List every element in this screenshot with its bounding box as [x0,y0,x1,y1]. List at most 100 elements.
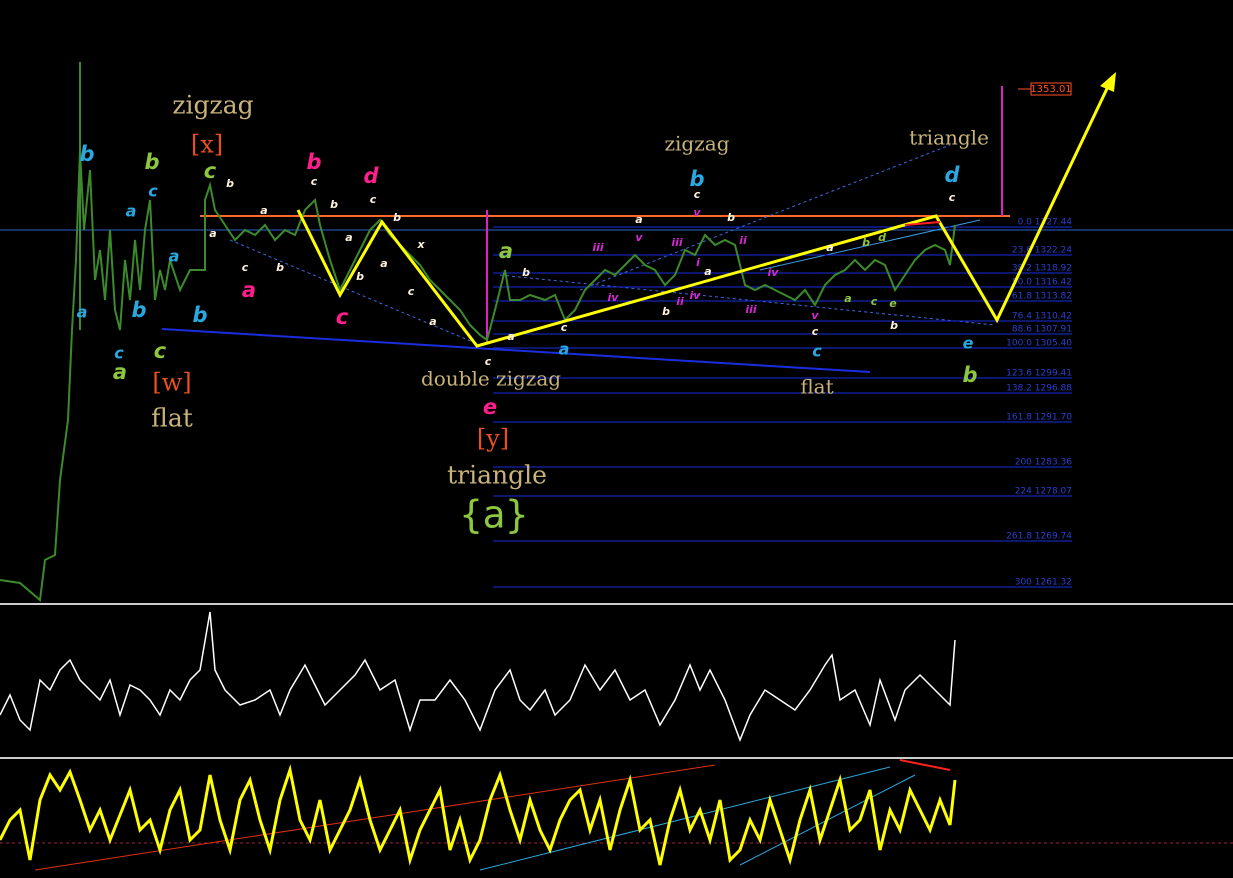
wave-label: b [79,142,94,166]
wave-label: v [811,309,819,322]
wave-label: a [429,315,436,328]
wave-label: v [635,231,643,244]
fib-label: 76.4 1310.42 [1012,312,1072,322]
wave-label: a [126,202,137,221]
wave-label: a [826,241,833,254]
wave-label: iii [671,236,683,249]
fib-label: 138.2 1296.88 [1006,384,1072,394]
wave-label: b [226,177,234,190]
wave-label: e [963,334,974,353]
wave-label: v [693,206,701,219]
price-series [0,149,956,602]
wave-label: a [380,257,387,270]
wave-label: b [306,150,321,174]
trend-line [161,328,871,373]
wave-label: iv [690,289,702,302]
wave-label: c [871,295,878,308]
wave-label: c [336,305,349,329]
wave-label: b [862,236,870,249]
wave-label: c [694,188,701,201]
wave-label: flat [151,404,193,433]
wave-label: c [408,285,415,298]
wave-label: c [812,325,819,338]
fib-label: 224 1278.07 [1015,487,1072,497]
wave-label: a [113,360,127,384]
wave-label: c [114,344,124,363]
wave-label: d [878,231,886,244]
trend-line [34,764,716,871]
wave-label: c [242,261,249,274]
wave-label: e [483,395,497,419]
wave-label: triangle [909,126,989,150]
wave-label: c [485,355,492,368]
wave-label: a [507,330,514,343]
wave-label: d [363,164,379,188]
trend-line [479,766,891,871]
wave-label: b [276,261,284,274]
wave-label: double zigzag [421,367,561,391]
wave-label: a [499,239,513,263]
wave-label: c [812,342,822,361]
wave-label: flat [800,375,833,399]
wave-label: b [689,167,704,191]
wave-label: zigzag [665,132,730,156]
fib-label: 200 1283.36 [1015,458,1073,468]
wave-label: a [635,213,642,226]
wave-label: [y] [477,425,509,453]
wave-label: b [890,319,898,332]
price-tag: 1353.01 [1030,84,1071,95]
wave-label: c [204,159,217,183]
wave-label: c [148,182,158,201]
wave-label: b [962,363,977,387]
fib-label: 61.8 1313.82 [1012,292,1072,302]
wave-label: b [192,303,207,327]
fib-label: 23.6 1322.24 [1012,246,1072,256]
fib-label: 88.6 1307.91 [1012,325,1072,335]
wave-label: b [356,270,364,283]
wave-label: x [416,238,425,251]
wave-label: b [330,198,338,211]
wave-label: iv [768,266,780,279]
wave-label: iii [592,241,604,254]
fib-label: 50.0 1316.42 [1012,278,1072,288]
fib-label: 300 1261.32 [1015,578,1072,588]
wave-label: b [393,211,401,224]
wave-label: e [889,297,897,310]
arrow-head [1100,72,1116,92]
wave-label: b [662,305,670,318]
wave-label: a [169,247,180,266]
wave-path [296,75,1115,348]
wave-label: [x] [191,131,223,159]
wave-label: iv [608,291,620,304]
oscillator-line [0,611,956,743]
wave-label: a [209,227,216,240]
wave-label: {a} [460,493,529,537]
wave-label: triangle [447,461,547,490]
wave-label: a [704,265,711,278]
wave-label: c [561,321,568,334]
wave-label: c [311,175,318,188]
wave-label: zigzag [172,91,253,120]
fib-label: 261.8 1269.74 [1006,532,1072,542]
wave-label: ii [739,234,747,247]
wave-label: b [727,211,735,224]
wave-label: i [696,256,700,269]
oscillator-line [0,764,957,866]
wave-label: [w] [152,369,191,397]
wave-label: a [844,292,851,305]
channel-line [499,274,996,326]
divergence-arrow [899,759,951,771]
fib-label: 161.8 1291.70 [1006,413,1072,423]
wave-label: ii [676,295,684,308]
wave-label: b [144,150,159,174]
wave-label: a [77,303,88,322]
wave-label: a [345,231,352,244]
wave-label: a [242,278,256,302]
fib-label: 100.0 1305.40 [1006,339,1072,349]
wave-label: iii [745,303,757,316]
divergence-arrow [904,221,941,226]
wave-label: a [559,340,570,359]
wave-label: c [154,339,167,363]
wave-label: b [522,266,530,279]
